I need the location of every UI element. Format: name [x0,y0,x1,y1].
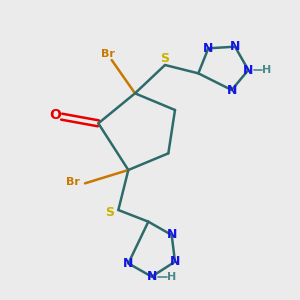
Text: N: N [226,83,237,97]
Text: N: N [203,42,214,55]
Text: H: H [262,65,271,75]
Text: N: N [167,229,177,242]
Text: H: H [167,272,176,282]
Text: N: N [230,40,240,53]
Text: Br: Br [66,177,80,187]
Text: N: N [146,270,157,283]
Text: O: O [49,108,61,122]
Text: S: S [160,52,169,65]
Text: N: N [243,64,254,76]
Text: N: N [170,255,180,268]
Text: S: S [106,206,115,219]
Text: N: N [123,257,134,270]
Text: Br: Br [101,49,115,59]
